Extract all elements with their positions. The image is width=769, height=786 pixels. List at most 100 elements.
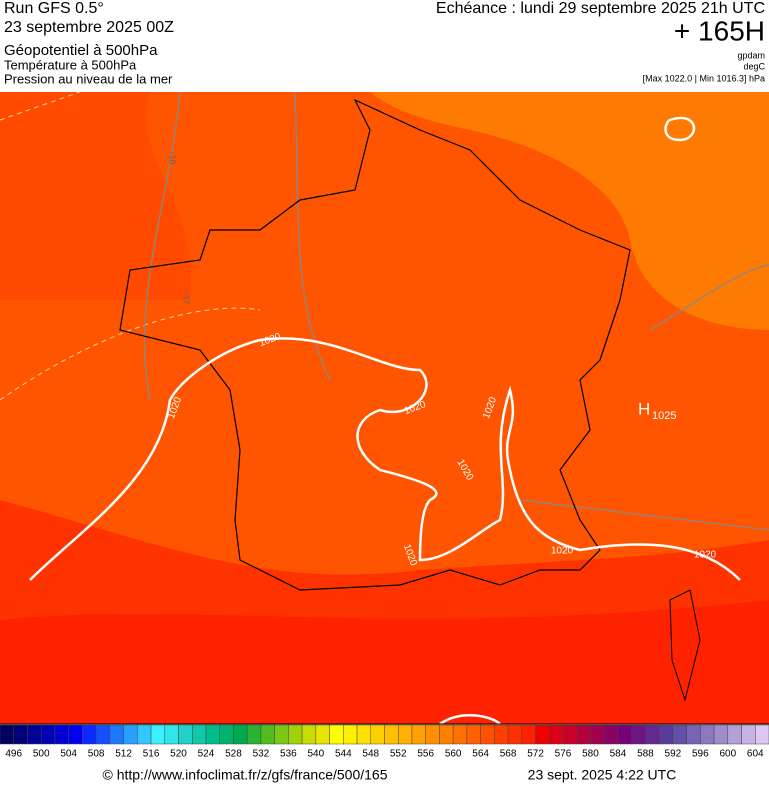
colorbar-tick-label: 596 xyxy=(692,749,709,760)
colorbar-swatch xyxy=(411,724,426,745)
colorbar-tick-label: 576 xyxy=(555,749,572,760)
colorbar-swatch xyxy=(535,724,550,745)
france-border xyxy=(119,98,631,591)
colorbar-swatch xyxy=(246,724,262,745)
colorbar-tick-label: 532 xyxy=(253,749,270,760)
colorbar-tick-label: 600 xyxy=(719,749,736,760)
colorbar-swatch xyxy=(68,724,83,745)
field-band xyxy=(0,92,191,300)
colorbar-swatch xyxy=(192,724,207,745)
colorbar-swatch xyxy=(40,724,56,745)
colorbar-tick-label: 564 xyxy=(472,749,489,760)
colorbar-tick-label: 536 xyxy=(280,749,297,760)
colorbar-swatch xyxy=(82,724,97,745)
colorbar-swatch xyxy=(288,724,303,745)
colorbar-tick-label: 524 xyxy=(198,749,215,760)
colorbar-swatch xyxy=(123,724,138,745)
isobar-label: 1020 xyxy=(694,550,717,561)
colorbar-tick-label: 592 xyxy=(665,749,682,760)
colorbar-swatch xyxy=(95,724,111,745)
isobar xyxy=(29,116,741,726)
colorbar-swatch xyxy=(274,724,289,745)
colorbar-swatch xyxy=(397,724,413,745)
colorbar-swatch xyxy=(439,724,454,745)
title: Run GFS 0.5° xyxy=(4,0,104,17)
colorbar-tick-label: 516 xyxy=(143,749,160,760)
colorbar-tick-label: 580 xyxy=(582,749,599,760)
param: Température à 500hPa xyxy=(4,57,137,72)
colorbar-tick-label: 500 xyxy=(33,749,50,760)
colorbar-swatch xyxy=(658,724,674,745)
colorbar-swatch xyxy=(672,724,687,745)
colorbar-swatch xyxy=(562,724,578,745)
map xyxy=(0,91,769,726)
colorbar-swatch xyxy=(617,724,632,745)
isotherm-label: -17 xyxy=(182,291,192,304)
colorbar-swatch xyxy=(219,724,234,745)
colorbar-tick-label: 508 xyxy=(88,749,105,760)
colorbar-swatch xyxy=(329,724,344,745)
colorbar-swatch xyxy=(741,724,756,745)
colorbar-swatch xyxy=(507,724,523,745)
colorbar-tick-label: 552 xyxy=(390,749,407,760)
colorbar-tick-label: 588 xyxy=(637,749,654,760)
colorbar-tick-label: 604 xyxy=(747,749,764,760)
colorbar-swatch xyxy=(494,724,509,745)
colorbar-tick-label: 544 xyxy=(335,749,352,760)
colorbar-swatch xyxy=(700,724,715,745)
colorbar-tick-label: 568 xyxy=(500,749,517,760)
colorbar-swatch xyxy=(150,724,166,745)
colorbar-swatch xyxy=(727,724,742,745)
colorbar-swatch xyxy=(356,724,372,745)
geopotential-line xyxy=(143,91,769,531)
valid-time: Echéance : lundi 29 septembre 2025 21h U… xyxy=(436,0,765,17)
colorbar-swatch xyxy=(233,724,248,745)
param: Géopotentiel à 500hPa xyxy=(4,42,158,59)
high-value: 1025 xyxy=(652,410,676,422)
footer-generated: 23 sept. 2025 4:22 UTC xyxy=(528,767,677,783)
colorbar-swatch xyxy=(137,724,152,745)
colorbar-swatch xyxy=(0,724,14,745)
colorbar-swatch xyxy=(480,724,495,745)
colorbar-swatch xyxy=(301,724,317,745)
colorbar-swatch xyxy=(713,724,729,745)
colorbar-tick-label: 528 xyxy=(225,749,242,760)
colorbar-swatch xyxy=(521,724,536,745)
colorbar-tick-label: 496 xyxy=(5,749,22,760)
colorbar-swatch xyxy=(27,724,42,745)
colorbar-tick-label: 548 xyxy=(362,749,379,760)
unit: gpdam xyxy=(737,50,765,60)
colorbar-tick-label: 520 xyxy=(170,749,187,760)
field-band xyxy=(0,600,769,724)
field-band xyxy=(370,92,769,330)
colorbar-tick-label: 584 xyxy=(610,749,627,760)
high-symbol: H xyxy=(638,399,650,418)
colorbar-swatch xyxy=(315,724,330,745)
lead-time: + 165H xyxy=(674,15,765,46)
colorbar-swatch xyxy=(164,724,179,745)
colorbar-swatch xyxy=(466,724,481,745)
footer-source: © http://www.infoclimat.fr/z/gfs/france/… xyxy=(103,767,388,783)
param: Pression au niveau de la mer xyxy=(4,71,173,86)
colorbar-tick-label: 572 xyxy=(527,749,544,760)
colorbar-swatch xyxy=(370,724,385,745)
colorbar-swatch xyxy=(205,724,220,745)
unit: [Max 1022.0 | Min 1016.3] hPa xyxy=(643,73,765,83)
run-date: 23 septembre 2025 00Z xyxy=(4,19,174,36)
colorbar-swatch xyxy=(549,724,564,745)
colorbar-swatch xyxy=(452,724,468,745)
colorbar-swatch xyxy=(425,724,440,745)
colorbar-swatch xyxy=(686,724,701,745)
colorbar-swatch xyxy=(109,724,124,745)
colorbar-tick-label: 556 xyxy=(417,749,434,760)
colorbar-swatch xyxy=(645,724,660,745)
colorbar-tick-label: 540 xyxy=(307,749,324,760)
colorbar-swatch xyxy=(343,724,358,745)
colorbar-swatch xyxy=(603,724,619,745)
colorbar-swatch xyxy=(755,724,769,745)
corsica xyxy=(669,589,701,702)
colorbar-tick-label: 504 xyxy=(60,749,77,760)
colorbar-swatch xyxy=(178,724,193,745)
